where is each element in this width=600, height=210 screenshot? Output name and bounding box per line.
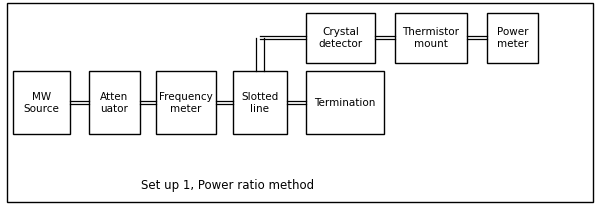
Bar bbox=[487, 13, 538, 63]
Bar bbox=[156, 71, 216, 134]
Text: Crystal
detector: Crystal detector bbox=[319, 27, 362, 49]
Text: MW
Source: MW Source bbox=[24, 92, 59, 114]
Text: Termination: Termination bbox=[314, 98, 376, 108]
Bar bbox=[306, 13, 375, 63]
Text: Slotted
line: Slotted line bbox=[241, 92, 278, 114]
Text: Thermistor
mount: Thermistor mount bbox=[402, 27, 460, 49]
Bar bbox=[13, 71, 70, 134]
Text: Atten
uator: Atten uator bbox=[100, 92, 128, 114]
Bar bbox=[306, 71, 384, 134]
Bar bbox=[233, 71, 287, 134]
Text: Power
meter: Power meter bbox=[497, 27, 529, 49]
Text: Frequency
meter: Frequency meter bbox=[159, 92, 213, 114]
Bar bbox=[89, 71, 140, 134]
Bar bbox=[395, 13, 467, 63]
Text: Set up 1, Power ratio method: Set up 1, Power ratio method bbox=[142, 179, 314, 192]
